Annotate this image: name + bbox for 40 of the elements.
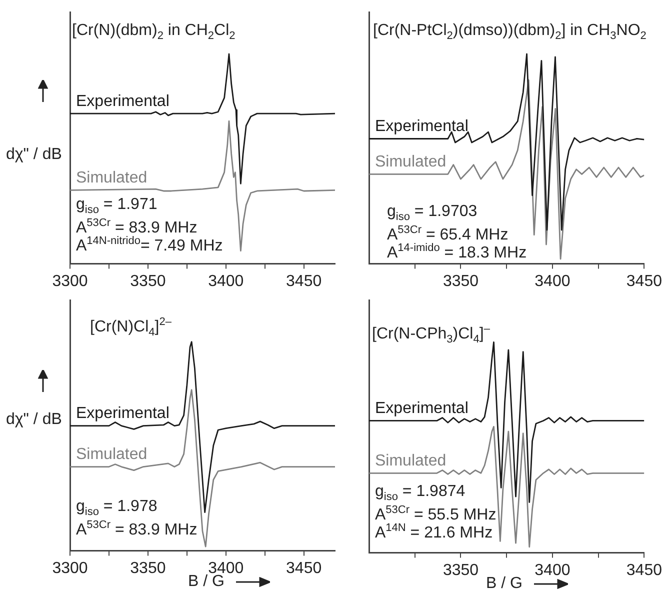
series-label: Simulated [375,154,446,171]
annotation: A$^{53Cr}$ = 83.9 MHz [76,519,198,538]
x-tick-label: 3450 [286,272,322,290]
series-label: Experimental [375,400,468,418]
x-tick-label: 3300 [52,272,88,290]
x-tick-label: 3350 [130,560,166,577]
annotation: A$^{53Cr}$ = 65.4 MHz [387,224,508,244]
annotation: g$_{iso}$ = 1.9703 [387,203,478,224]
chart-title: [Cr(N-CPh$_{3}$)Cl$_{4}$]$^{–}$ [372,322,490,348]
annotation: A$^{14N}$ = 21.6 MHz [375,522,493,542]
annotation: A$^{53Cr}$ = 83.9 MHz [76,217,198,236]
annotation: A$^{53Cr}$ = 55.5 MHz [375,504,496,524]
chart-title: [Cr(N)(dbm)$_{2}$ in CH$_{2}$Cl$_{2}$ [72,22,236,44]
x-tick-label: 3350 [130,272,166,290]
series-label: Experimental [76,405,170,422]
series-label: Simulated [76,446,148,464]
x-tick-label: 3450 [286,560,322,577]
series-label: Simulated [76,170,148,187]
x-tick-label: 3400 [208,272,244,290]
x-tick-label: 3450 [626,272,662,290]
chart-title: [Cr(N)Cl$_{4}$]$^{2–}$ [90,315,172,341]
x-tick-label: 3400 [534,272,570,290]
legend-label: Experimental [76,92,170,110]
annotation: A$^{14-imido}$ = 18.3 MHz [387,242,527,262]
annotation: g$_{iso}$ = 1.978 [76,498,158,518]
x-axis-title: B / G [486,575,522,593]
series-label: Simulated [375,452,446,470]
annotation: g$_{iso}$ = 1.9874 [375,483,466,504]
y-axis-title: dχ" / dB [6,411,62,429]
annotation: g$_{iso}$ = 1.971 [76,196,158,216]
x-tick-label: 3450 [626,562,662,579]
x-tick-label: 3300 [52,560,88,577]
x-tick-label: 3350 [442,272,479,290]
y-axis-title: dχ" / dB [6,146,62,164]
chart-title: [Cr(N-PtCl$_{2}$)(dmso))(dbm)$_{2}$] in CH$_{3}$NO$_{2}$ [373,22,646,44]
x-tick-label: 3400 [534,562,570,579]
x-axis-title: B / G [188,573,224,591]
annotation: A$^{14N-nitrido}$= 7.49 MHz [76,235,223,254]
x-tick-label: 3350 [442,562,479,579]
series-label: Experimental [375,118,468,136]
